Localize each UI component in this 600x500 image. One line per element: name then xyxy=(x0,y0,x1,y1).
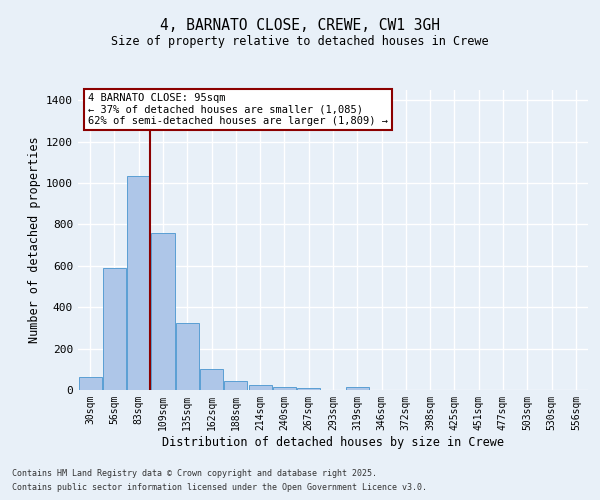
X-axis label: Distribution of detached houses by size in Crewe: Distribution of detached houses by size … xyxy=(162,436,504,448)
Bar xyxy=(176,323,199,390)
Bar xyxy=(79,376,101,390)
Text: 4 BARNATO CLOSE: 95sqm
← 37% of detached houses are smaller (1,085)
62% of semi-: 4 BARNATO CLOSE: 95sqm ← 37% of detached… xyxy=(88,93,388,126)
Text: Contains public sector information licensed under the Open Government Licence v3: Contains public sector information licen… xyxy=(12,484,427,492)
Bar xyxy=(103,268,126,390)
Y-axis label: Number of detached properties: Number of detached properties xyxy=(28,136,41,344)
Bar xyxy=(200,370,223,390)
Text: 4, BARNATO CLOSE, CREWE, CW1 3GH: 4, BARNATO CLOSE, CREWE, CW1 3GH xyxy=(160,18,440,32)
Text: Contains HM Land Registry data © Crown copyright and database right 2025.: Contains HM Land Registry data © Crown c… xyxy=(12,468,377,477)
Bar xyxy=(297,388,320,390)
Bar xyxy=(224,380,247,390)
Bar xyxy=(273,387,296,390)
Text: Size of property relative to detached houses in Crewe: Size of property relative to detached ho… xyxy=(111,35,489,48)
Bar xyxy=(248,385,272,390)
Bar xyxy=(151,233,175,390)
Bar xyxy=(346,387,369,390)
Bar xyxy=(127,176,150,390)
